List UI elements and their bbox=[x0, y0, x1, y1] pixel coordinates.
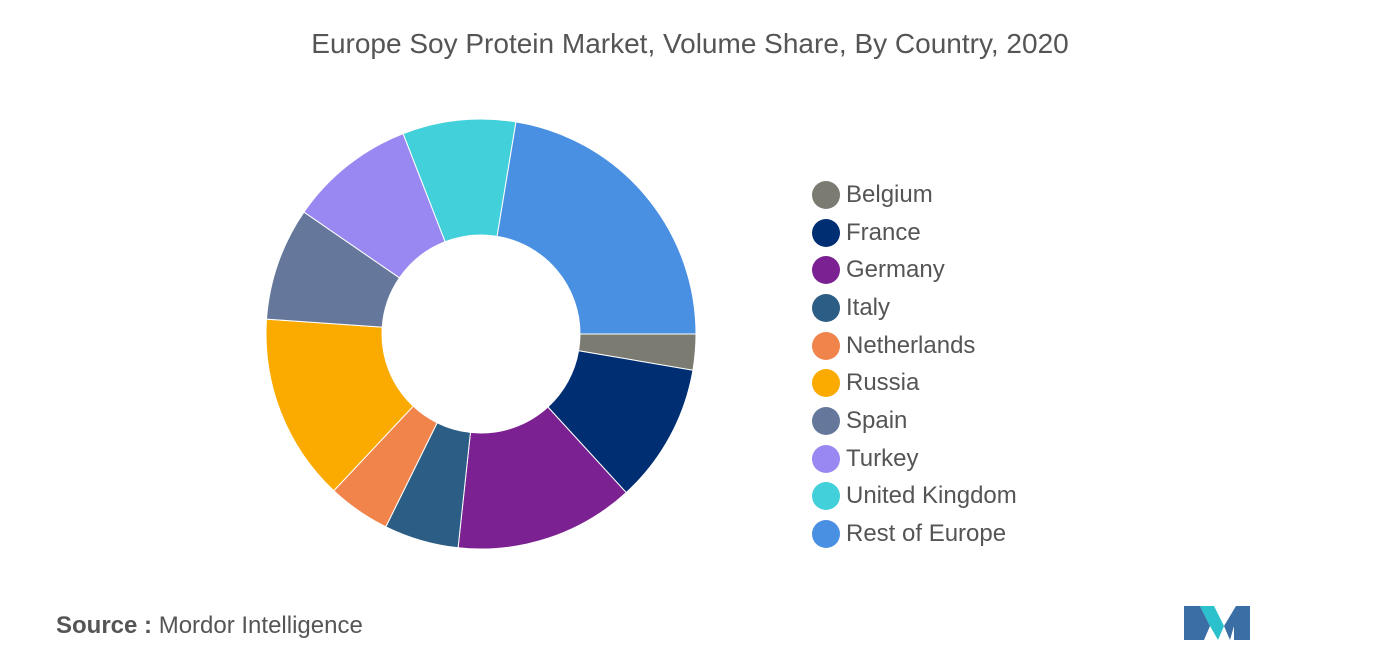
source-key: Source : bbox=[56, 612, 153, 639]
legend-label: Italy bbox=[846, 293, 891, 321]
legend-swatch bbox=[812, 444, 840, 473]
legend-item: Italy bbox=[812, 289, 1017, 327]
legend: Belgium France Germany Italy Netherlands Russ… bbox=[812, 176, 1017, 553]
legend-item: Spain bbox=[812, 402, 1017, 440]
legend-label: Netherlands bbox=[846, 331, 976, 359]
legend-item: France bbox=[812, 214, 1017, 252]
legend-label: United Kingdom bbox=[846, 482, 1017, 510]
legend-item: Germany bbox=[812, 251, 1017, 289]
legend-swatch bbox=[812, 482, 840, 511]
logo-middle-stroke bbox=[1200, 606, 1224, 640]
legend-swatch bbox=[812, 369, 840, 398]
donut-slice-rest-of-europe bbox=[496, 121, 697, 335]
legend-swatch bbox=[812, 180, 840, 209]
legend-label: France bbox=[846, 218, 921, 246]
legend-item: Belgium bbox=[812, 176, 1017, 214]
legend-swatch bbox=[812, 520, 840, 549]
legend-swatch bbox=[812, 406, 840, 435]
chart-title: Europe Soy Protein Market, Volume Share,… bbox=[311, 28, 1069, 59]
legend-label: Spain bbox=[846, 406, 908, 434]
legend-item: Russia bbox=[812, 364, 1017, 402]
legend-label: Belgium bbox=[846, 180, 933, 208]
legend-item: United Kingdom bbox=[812, 478, 1017, 516]
legend-swatch bbox=[812, 218, 840, 247]
source-value: Mordor Intelligence bbox=[158, 612, 363, 639]
legend-label: Russia bbox=[846, 369, 920, 397]
legend-label: Germany bbox=[846, 256, 945, 284]
legend-item: Netherlands bbox=[812, 327, 1017, 365]
legend-swatch bbox=[812, 293, 840, 322]
logo-right-stroke bbox=[1224, 606, 1250, 640]
legend-item: Rest of Europe bbox=[812, 515, 1017, 553]
legend-label: Turkey bbox=[846, 444, 919, 472]
donut-chart bbox=[265, 118, 697, 550]
legend-item: Turkey bbox=[812, 440, 1017, 478]
source-note: Source : Mordor Intelligence bbox=[56, 612, 363, 640]
logo-left-stroke bbox=[1184, 606, 1210, 640]
legend-label: Rest of Europe bbox=[846, 520, 1007, 548]
legend-swatch bbox=[812, 331, 840, 360]
mordor-intelligence-logo-icon bbox=[1184, 606, 1250, 640]
legend-swatch bbox=[812, 256, 840, 285]
donut-slice-russia bbox=[265, 318, 414, 492]
